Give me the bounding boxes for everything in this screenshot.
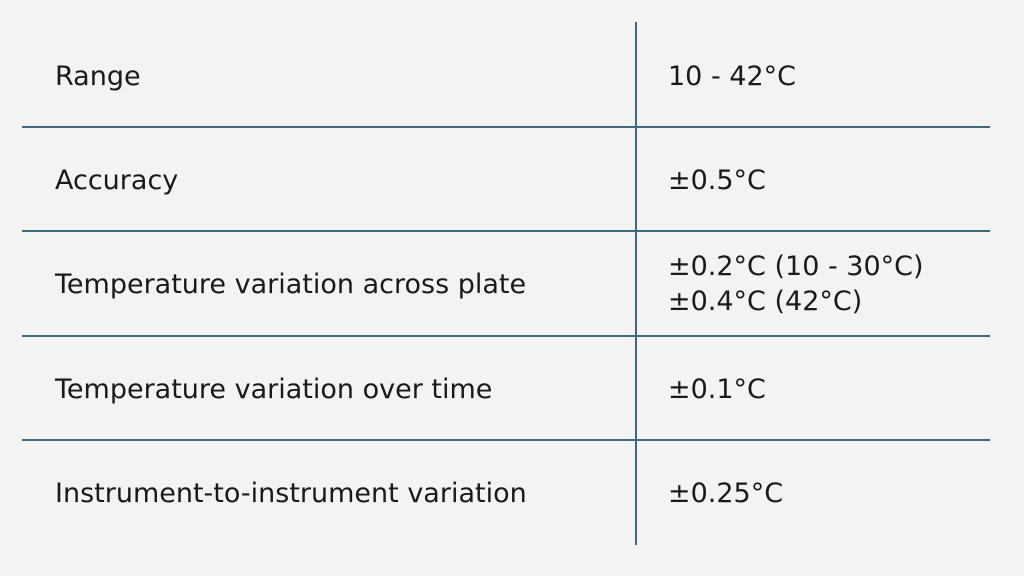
table-row-range: Range 10 - 42°C bbox=[0, 24, 1024, 128]
row-label: Temperature variation across plate bbox=[55, 268, 527, 300]
value-line: ±0.1°C bbox=[668, 373, 766, 405]
value-line: ±0.5°C bbox=[668, 164, 766, 196]
row-divider bbox=[22, 439, 990, 441]
row-label: Range bbox=[55, 60, 141, 92]
column-divider bbox=[635, 22, 637, 545]
row-divider bbox=[22, 335, 990, 337]
value-line: ±0.4°C (42°C) bbox=[668, 286, 863, 317]
row-value: ±0.1°C bbox=[668, 337, 766, 441]
row-value: ±0.5°C bbox=[668, 128, 766, 232]
row-label: Accuracy bbox=[55, 164, 179, 196]
row-value: ±0.25°C bbox=[668, 441, 783, 545]
row-label: Instrument-to-instrument variation bbox=[55, 477, 527, 509]
table-row-accuracy: Accuracy ±0.5°C bbox=[0, 128, 1024, 232]
value-line: ±0.25°C bbox=[668, 477, 784, 509]
value-line: ±0.2°C (10 - 30°C) bbox=[668, 251, 924, 282]
row-value: 10 - 42°C bbox=[668, 24, 796, 128]
value-line: 10 - 42°C bbox=[668, 60, 796, 92]
table-row-variation-time: Temperature variation over time ±0.1°C bbox=[0, 337, 1024, 441]
row-divider bbox=[22, 230, 990, 232]
row-divider bbox=[22, 126, 990, 128]
table-row-instrument-variation: Instrument-to-instrument variation ±0.25… bbox=[0, 441, 1024, 545]
row-label: Temperature variation over time bbox=[55, 373, 493, 405]
table-row-variation-plate: Temperature variation across plate ±0.2°… bbox=[0, 232, 1024, 336]
row-value: ±0.2°C (10 - 30°C) ±0.4°C (42°C) bbox=[668, 232, 924, 336]
